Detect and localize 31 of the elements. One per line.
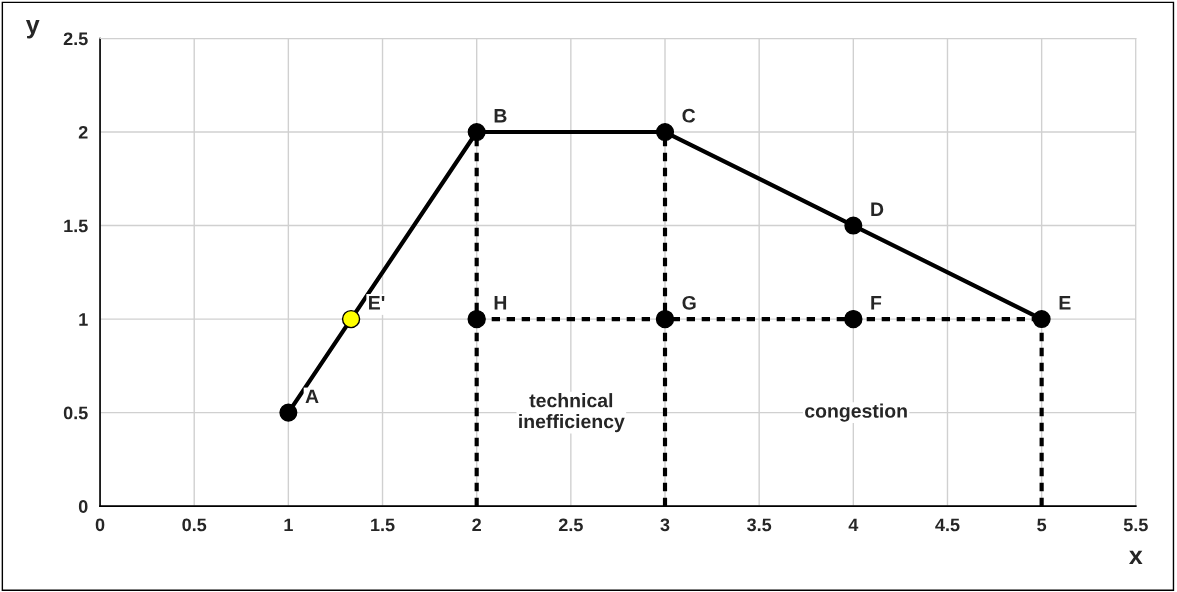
annotation: E: [1059, 296, 1071, 310]
annotation: technical inefficiency: [519, 393, 625, 433]
annotation: E': [369, 296, 385, 310]
annotation: G: [682, 295, 696, 310]
annotation: D: [871, 202, 884, 216]
annotation: H: [494, 296, 507, 310]
x-tick-label: 3.5: [747, 518, 772, 532]
y-tick-label: 1.5: [64, 219, 88, 233]
x-tick-label: 3: [660, 518, 670, 532]
annotation: congestion: [805, 403, 907, 422]
x-axis-title: x: [1129, 550, 1143, 565]
y-tick-label: 2.5: [63, 32, 88, 46]
annotation: C: [682, 108, 696, 123]
x-tick-label: 0: [95, 518, 105, 532]
annotation: B: [494, 109, 507, 123]
y-tick-label: 1: [79, 313, 88, 326]
y-axis-title: y: [25, 20, 40, 39]
x-tick-label: 2: [472, 518, 481, 532]
y-tick-label: 0: [78, 500, 88, 513]
x-tick-label: 1.5: [371, 518, 395, 532]
annotation: A: [305, 389, 319, 404]
x-tick-label: 4: [848, 518, 859, 532]
y-tick-label: 2: [78, 125, 88, 139]
x-tick-label: 4.5: [935, 518, 960, 532]
x-tick-label: 2.5: [558, 518, 583, 532]
x-tick-label: 0.5: [182, 518, 207, 532]
annotation: F: [871, 296, 882, 310]
x-tick-label: 1: [284, 518, 293, 532]
x-tick-label: 5: [1037, 518, 1047, 532]
x-tick-label: 5.5: [1123, 518, 1148, 532]
y-tick-label: 0.5: [63, 406, 88, 420]
